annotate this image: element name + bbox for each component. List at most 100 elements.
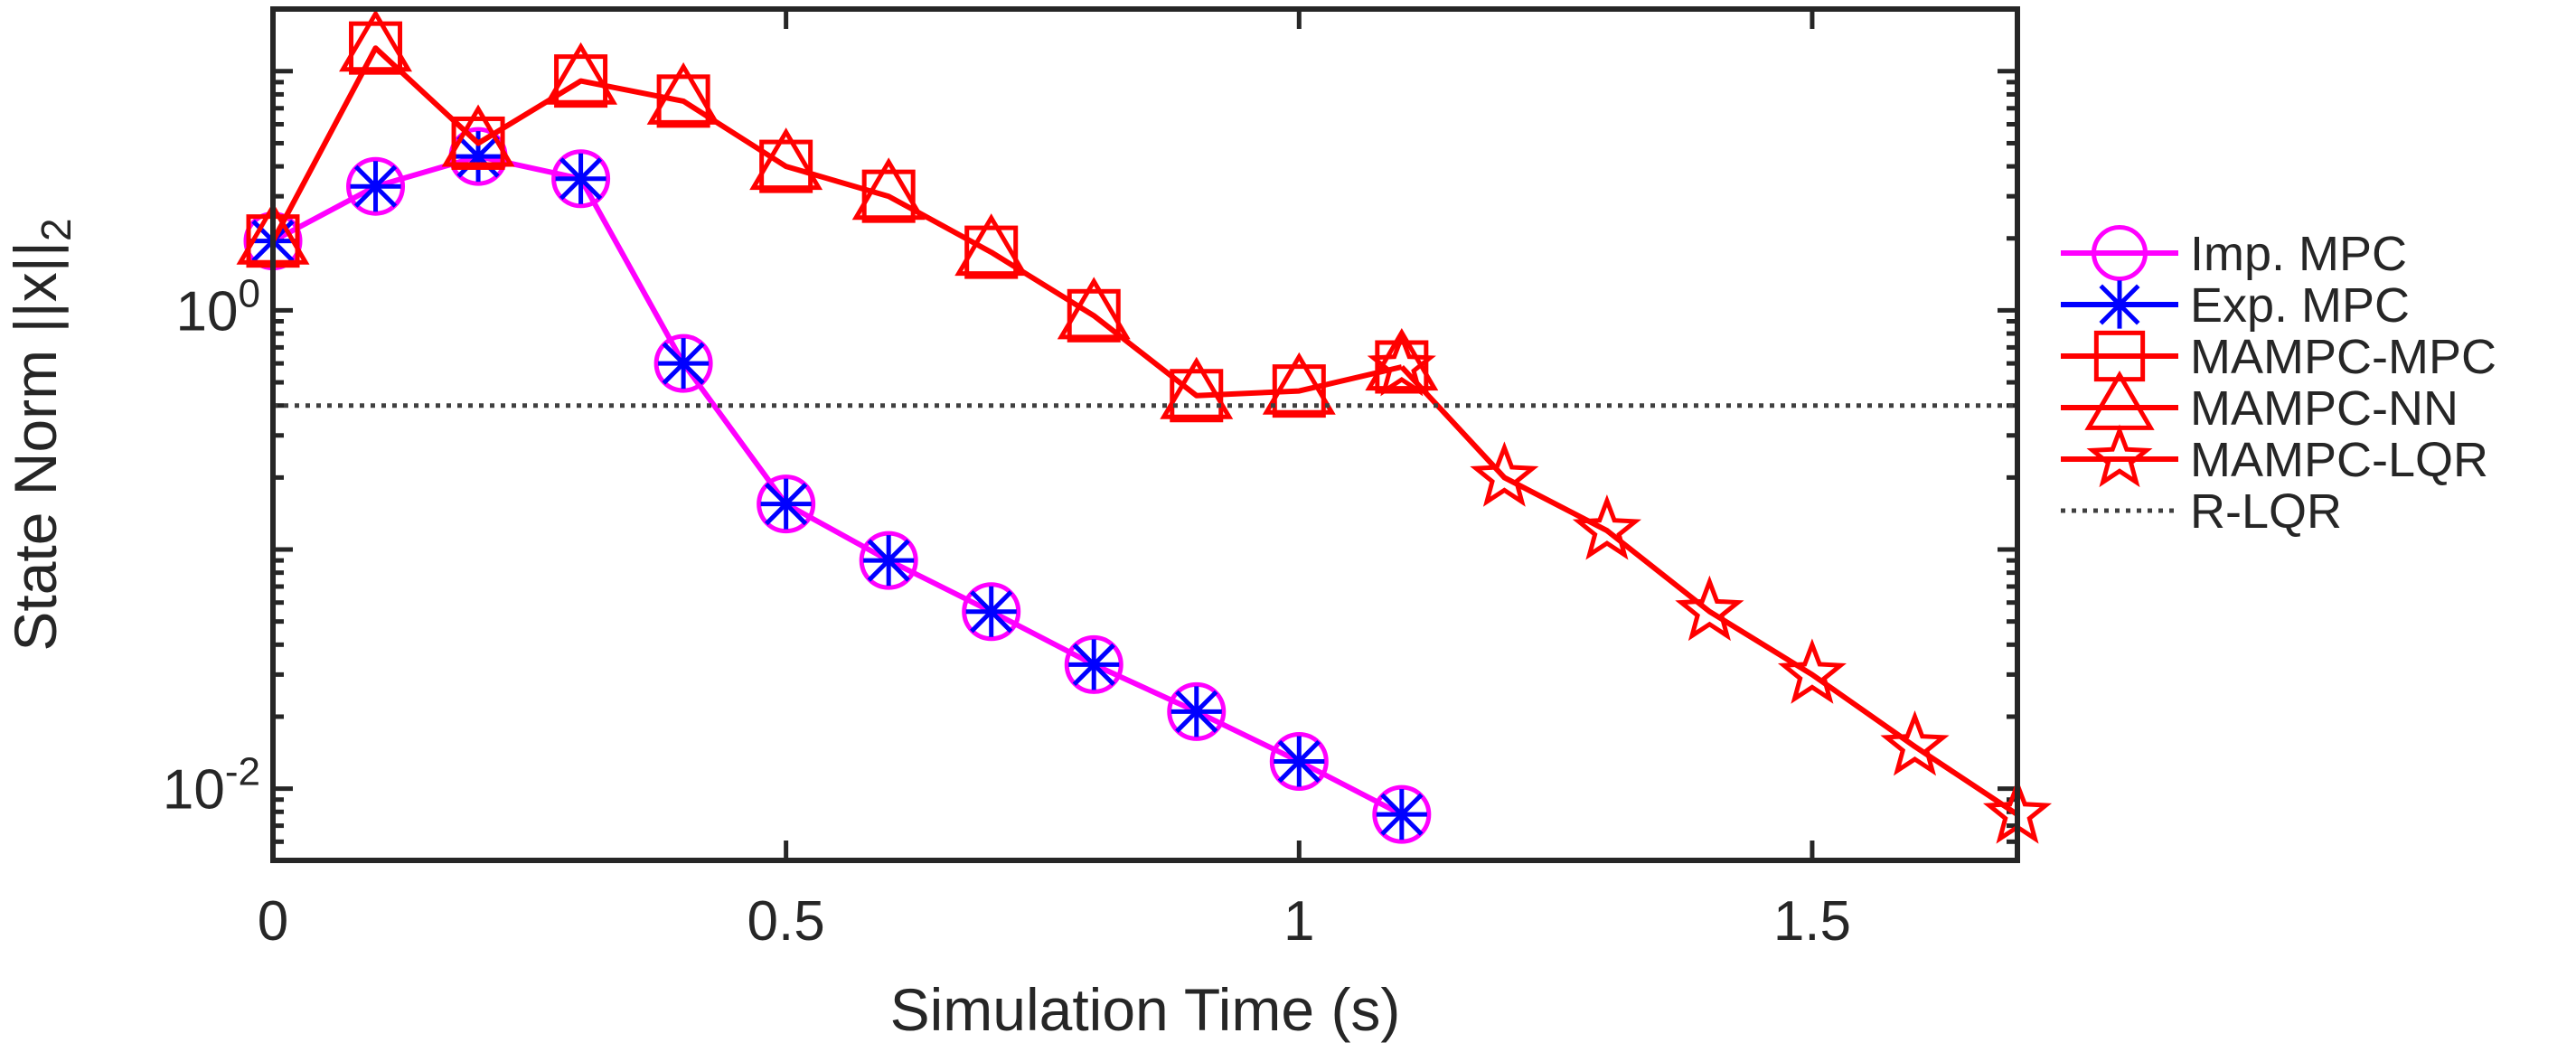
asterisk-stroke — [765, 483, 808, 526]
data-point-mampc-nn — [1365, 328, 1439, 391]
series-exp-mpc — [248, 131, 1427, 841]
series-mampc-lqr — [1367, 330, 2053, 844]
y-axis-label-subscript: 2 — [33, 218, 80, 241]
legend-item-mampc-lqr: MAMPC-LQR — [2061, 424, 2488, 488]
data-point-exp-mpc — [1170, 686, 1222, 737]
series-mampc-mpc — [246, 21, 1429, 423]
data-point-exp-mpc — [863, 535, 915, 587]
legend-label: MAMPC-LQR — [2190, 433, 2488, 487]
data-point-imp-mpc — [1064, 634, 1123, 694]
marker-star — [2086, 424, 2153, 488]
data-point-mampc-nn — [339, 9, 412, 72]
asterisk-stroke — [867, 539, 910, 582]
data-point-imp-mpc — [1269, 731, 1329, 791]
y-tick-label: 100 — [176, 271, 260, 343]
data-point-imp-mpc — [346, 156, 406, 216]
series-mampc-nn — [236, 9, 1439, 419]
data-point-exp-mpc — [658, 338, 710, 390]
data-point-exp-mpc — [1376, 789, 1427, 841]
data-point-mampc-nn — [646, 61, 720, 125]
series-line-imp-mpc — [271, 154, 1404, 817]
data-point-exp-mpc — [1068, 639, 1120, 690]
data-point-mampc-nn — [441, 104, 515, 167]
data-point-mampc-mpc — [964, 225, 1019, 279]
asterisk-stroke — [1175, 690, 1218, 733]
x-tick-label: 1 — [1283, 890, 1314, 953]
axes-box — [270, 6, 2020, 863]
data-point-mampc-nn — [1160, 356, 1234, 419]
y-tick-label-exponent: 0 — [239, 271, 260, 315]
y-tick-label-base: 10 — [163, 759, 225, 822]
data-point-mampc-lqr — [1572, 494, 1641, 560]
x-tick-label: 1.5 — [1773, 890, 1851, 953]
x-tick-label: 0.5 — [747, 890, 825, 953]
data-point-mampc-lqr — [1880, 709, 1950, 776]
legend-item-mampc-mpc: MAMPC-MPC — [2061, 330, 2496, 384]
data-point-mampc-nn — [851, 157, 926, 221]
data-point-exp-mpc — [965, 586, 1017, 637]
x-tick-label: 0 — [258, 890, 288, 953]
data-point-imp-mpc — [653, 333, 713, 393]
data-point-mampc-lqr — [1367, 330, 1436, 397]
data-point-imp-mpc — [757, 474, 816, 534]
series-line-mampc-mpc — [270, 45, 1403, 399]
data-point-imp-mpc — [1167, 681, 1227, 741]
data-point-exp-mpc — [1274, 736, 1325, 787]
marker-triangle — [2084, 370, 2155, 430]
y-axis-label: State Norm ||x||2 — [2, 218, 80, 651]
marker-asterisk — [2095, 280, 2144, 329]
data-point-exp-mpc — [555, 153, 606, 204]
x-axis-label: Simulation Time (s) — [890, 976, 1401, 1043]
data-point-mampc-nn — [749, 127, 823, 191]
series-imp-mpc — [243, 127, 1432, 844]
data-point-mampc-mpc — [554, 54, 608, 108]
data-point-mampc-lqr — [1470, 441, 1539, 507]
data-point-mampc-mpc — [1067, 288, 1121, 343]
data-point-mampc-mpc — [656, 74, 710, 128]
legend-label: MAMPC-MPC — [2190, 330, 2496, 384]
data-point-mampc-mpc — [861, 169, 916, 223]
legend-label: MAMPC-NN — [2190, 381, 2458, 436]
asterisk-stroke — [970, 590, 1013, 634]
data-point-mampc-nn — [954, 213, 1029, 277]
data-point-mampc-lqr — [1777, 638, 1847, 704]
asterisk-stroke — [662, 342, 705, 385]
marker-circle — [2092, 225, 2148, 281]
axis-ticks — [270, 9, 2017, 860]
y-tick-label-exponent: -2 — [225, 750, 260, 794]
data-point-mampc-mpc — [1170, 369, 1224, 423]
data-point-mampc-lqr — [1675, 575, 1744, 642]
data-point-mampc-nn — [1262, 352, 1336, 415]
data-point-mampc-mpc — [451, 116, 505, 170]
series-layer — [236, 9, 2053, 844]
data-point-exp-mpc — [350, 161, 401, 212]
y-axis-label-main: State Norm ||x|| — [2, 241, 69, 652]
asterisk-stroke — [2099, 284, 2140, 325]
legend-item-r-lqr: R-LQR — [2061, 484, 2342, 539]
asterisk-stroke — [1277, 739, 1321, 784]
legend-item-imp-mpc: Imp. MPC — [2061, 225, 2407, 281]
data-point-mampc-nn — [544, 42, 618, 105]
data-point-mampc-mpc — [759, 139, 813, 193]
legend-label: R-LQR — [2190, 484, 2342, 539]
series-line-mampc-lqr — [1399, 364, 2019, 817]
legend-item-mampc-nn: MAMPC-NN — [2061, 370, 2458, 436]
legend-label: Imp. MPC — [2190, 227, 2407, 281]
legend-item-exp-mpc: Exp. MPC — [2061, 278, 2410, 333]
data-point-imp-mpc — [1372, 784, 1432, 844]
y-tick-label: 10-2 — [163, 750, 260, 822]
data-point-mampc-mpc — [1272, 364, 1326, 418]
asterisk-stroke — [353, 164, 398, 208]
data-point-imp-mpc — [551, 149, 611, 209]
legend-label: Exp. MPC — [2190, 278, 2410, 333]
data-point-imp-mpc — [859, 531, 918, 590]
asterisk-stroke — [1380, 793, 1424, 836]
asterisk-stroke — [1072, 643, 1115, 687]
data-point-mampc-mpc — [349, 21, 403, 75]
data-point-mampc-nn — [1057, 277, 1131, 340]
data-point-exp-mpc — [760, 478, 812, 530]
y-tick-label-base: 10 — [176, 280, 239, 343]
